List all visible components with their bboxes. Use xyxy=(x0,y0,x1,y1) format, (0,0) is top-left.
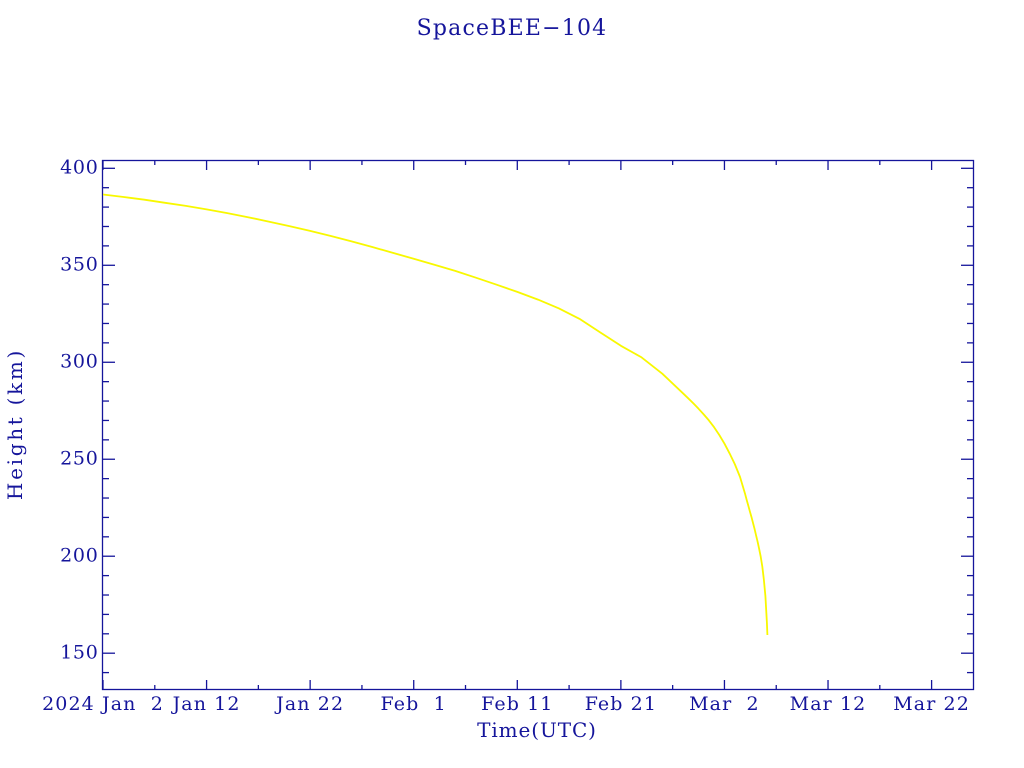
x-tick-label: 2024 Jan 2 xyxy=(42,692,164,715)
x-tick-label: Mar 12 xyxy=(789,692,867,715)
chart-title: SpaceBEE−104 xyxy=(416,16,608,42)
y-tick-label: 300 xyxy=(60,350,99,373)
x-tick-label: Mar 2 xyxy=(689,692,760,715)
x-tick-label: Feb 1 xyxy=(380,692,447,715)
x-tick-label: Mar 22 xyxy=(893,692,970,715)
x-tick-label: Feb 11 xyxy=(481,692,554,715)
x-tick-label: Feb 21 xyxy=(584,692,658,715)
x-tick-label: Jan 12 xyxy=(172,692,241,715)
axes-frame xyxy=(101,159,975,691)
y-tick-label: 400 xyxy=(60,156,99,179)
y-tick-label: 350 xyxy=(60,253,99,276)
decay-curve xyxy=(102,193,769,636)
y-tick-label: 200 xyxy=(60,544,99,567)
y-axis-title: Height (km) xyxy=(3,347,27,500)
x-axis-title: Time(UTC) xyxy=(477,718,597,743)
x-tick-label: Jan 22 xyxy=(276,692,345,715)
y-tick-label: 150 xyxy=(60,641,99,664)
y-tick-label: 250 xyxy=(60,447,99,470)
